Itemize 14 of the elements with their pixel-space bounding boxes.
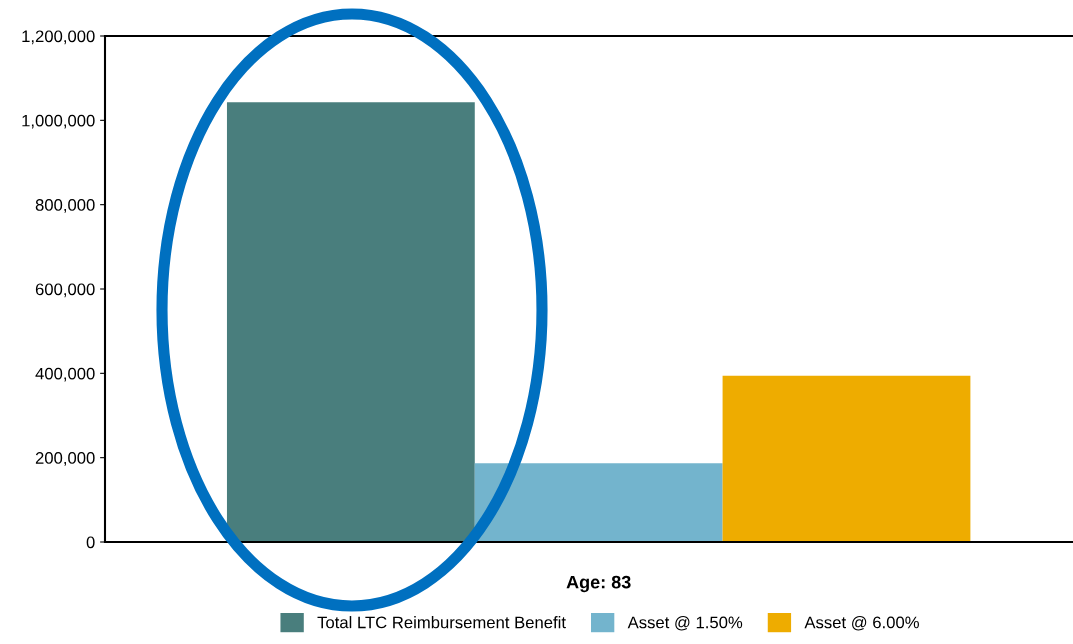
bar <box>722 375 971 542</box>
legend-label: Total LTC Reimbursement Benefit <box>317 616 566 629</box>
legend-label: Asset @ 6.00% <box>804 616 919 631</box>
x-tick-label: Age: 83 <box>566 575 631 593</box>
y-tick-label: 1,200,000 <box>22 30 95 45</box>
y-tick-label: 600,000 <box>35 283 95 298</box>
y-tick-label: 200,000 <box>35 452 95 466</box>
bar <box>226 102 475 542</box>
y-tick-label: 800,000 <box>35 199 95 213</box>
legend-label: Asset @ 1.50% <box>627 616 743 631</box>
bar <box>474 463 723 542</box>
y-tick-label: 400,000 <box>35 367 95 382</box>
y-tick-label: 0 <box>86 536 95 549</box>
y-tick-label: 1,000,000 <box>22 114 95 129</box>
